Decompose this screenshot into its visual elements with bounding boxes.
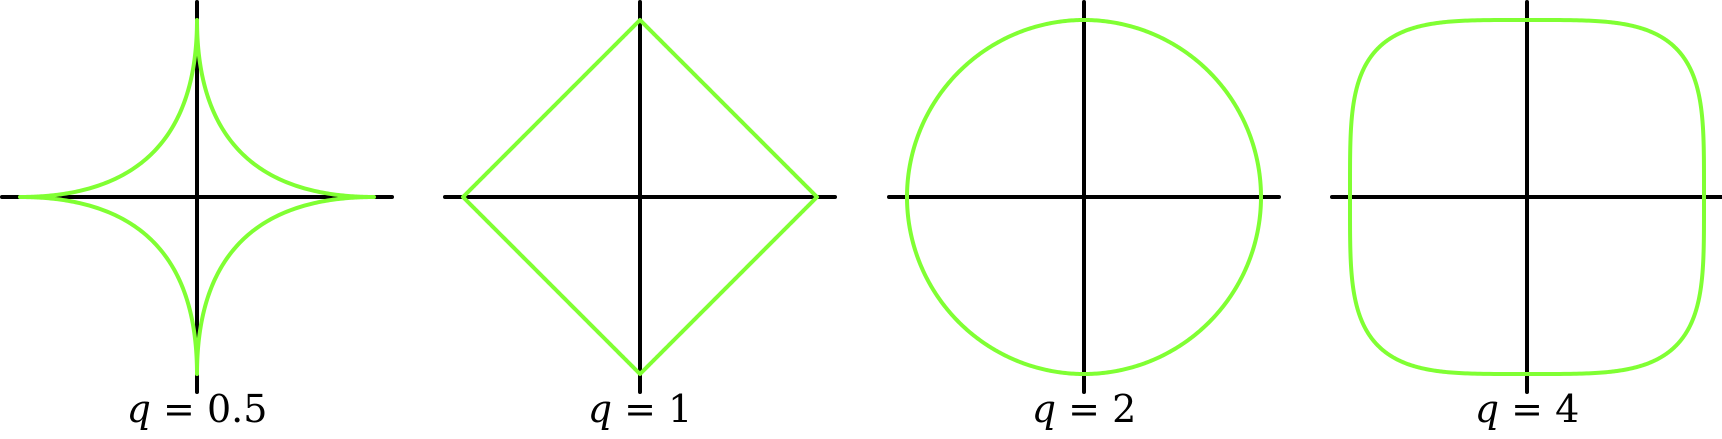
- q-label: q = 0.5: [127, 387, 268, 431]
- q-label: q = 1: [588, 387, 693, 431]
- unit-ball-curve: [461, 18, 819, 376]
- q-symbol: q: [1475, 387, 1499, 431]
- q-label: q = 4: [1475, 387, 1580, 431]
- q-label: q = 2: [1032, 387, 1137, 431]
- panel-q-0-5: q = 0.5: [0, 0, 394, 431]
- q-value: = 1: [612, 387, 692, 431]
- panel-q-4: q = 4: [1330, 0, 1722, 431]
- unit-ball-curve: [905, 18, 1263, 376]
- panel-q-1: q = 1: [443, 0, 837, 431]
- q-value: = 2: [1056, 387, 1136, 431]
- unit-ball-curve: [1348, 18, 1706, 376]
- unit-ball-curve: [18, 18, 376, 376]
- q-symbol: q: [588, 387, 612, 431]
- q-symbol: q: [127, 387, 151, 431]
- q-symbol: q: [1032, 387, 1056, 431]
- q-value: = 4: [1499, 387, 1579, 431]
- q-value: = 0.5: [151, 387, 267, 431]
- panel-q-2: q = 2: [887, 0, 1281, 431]
